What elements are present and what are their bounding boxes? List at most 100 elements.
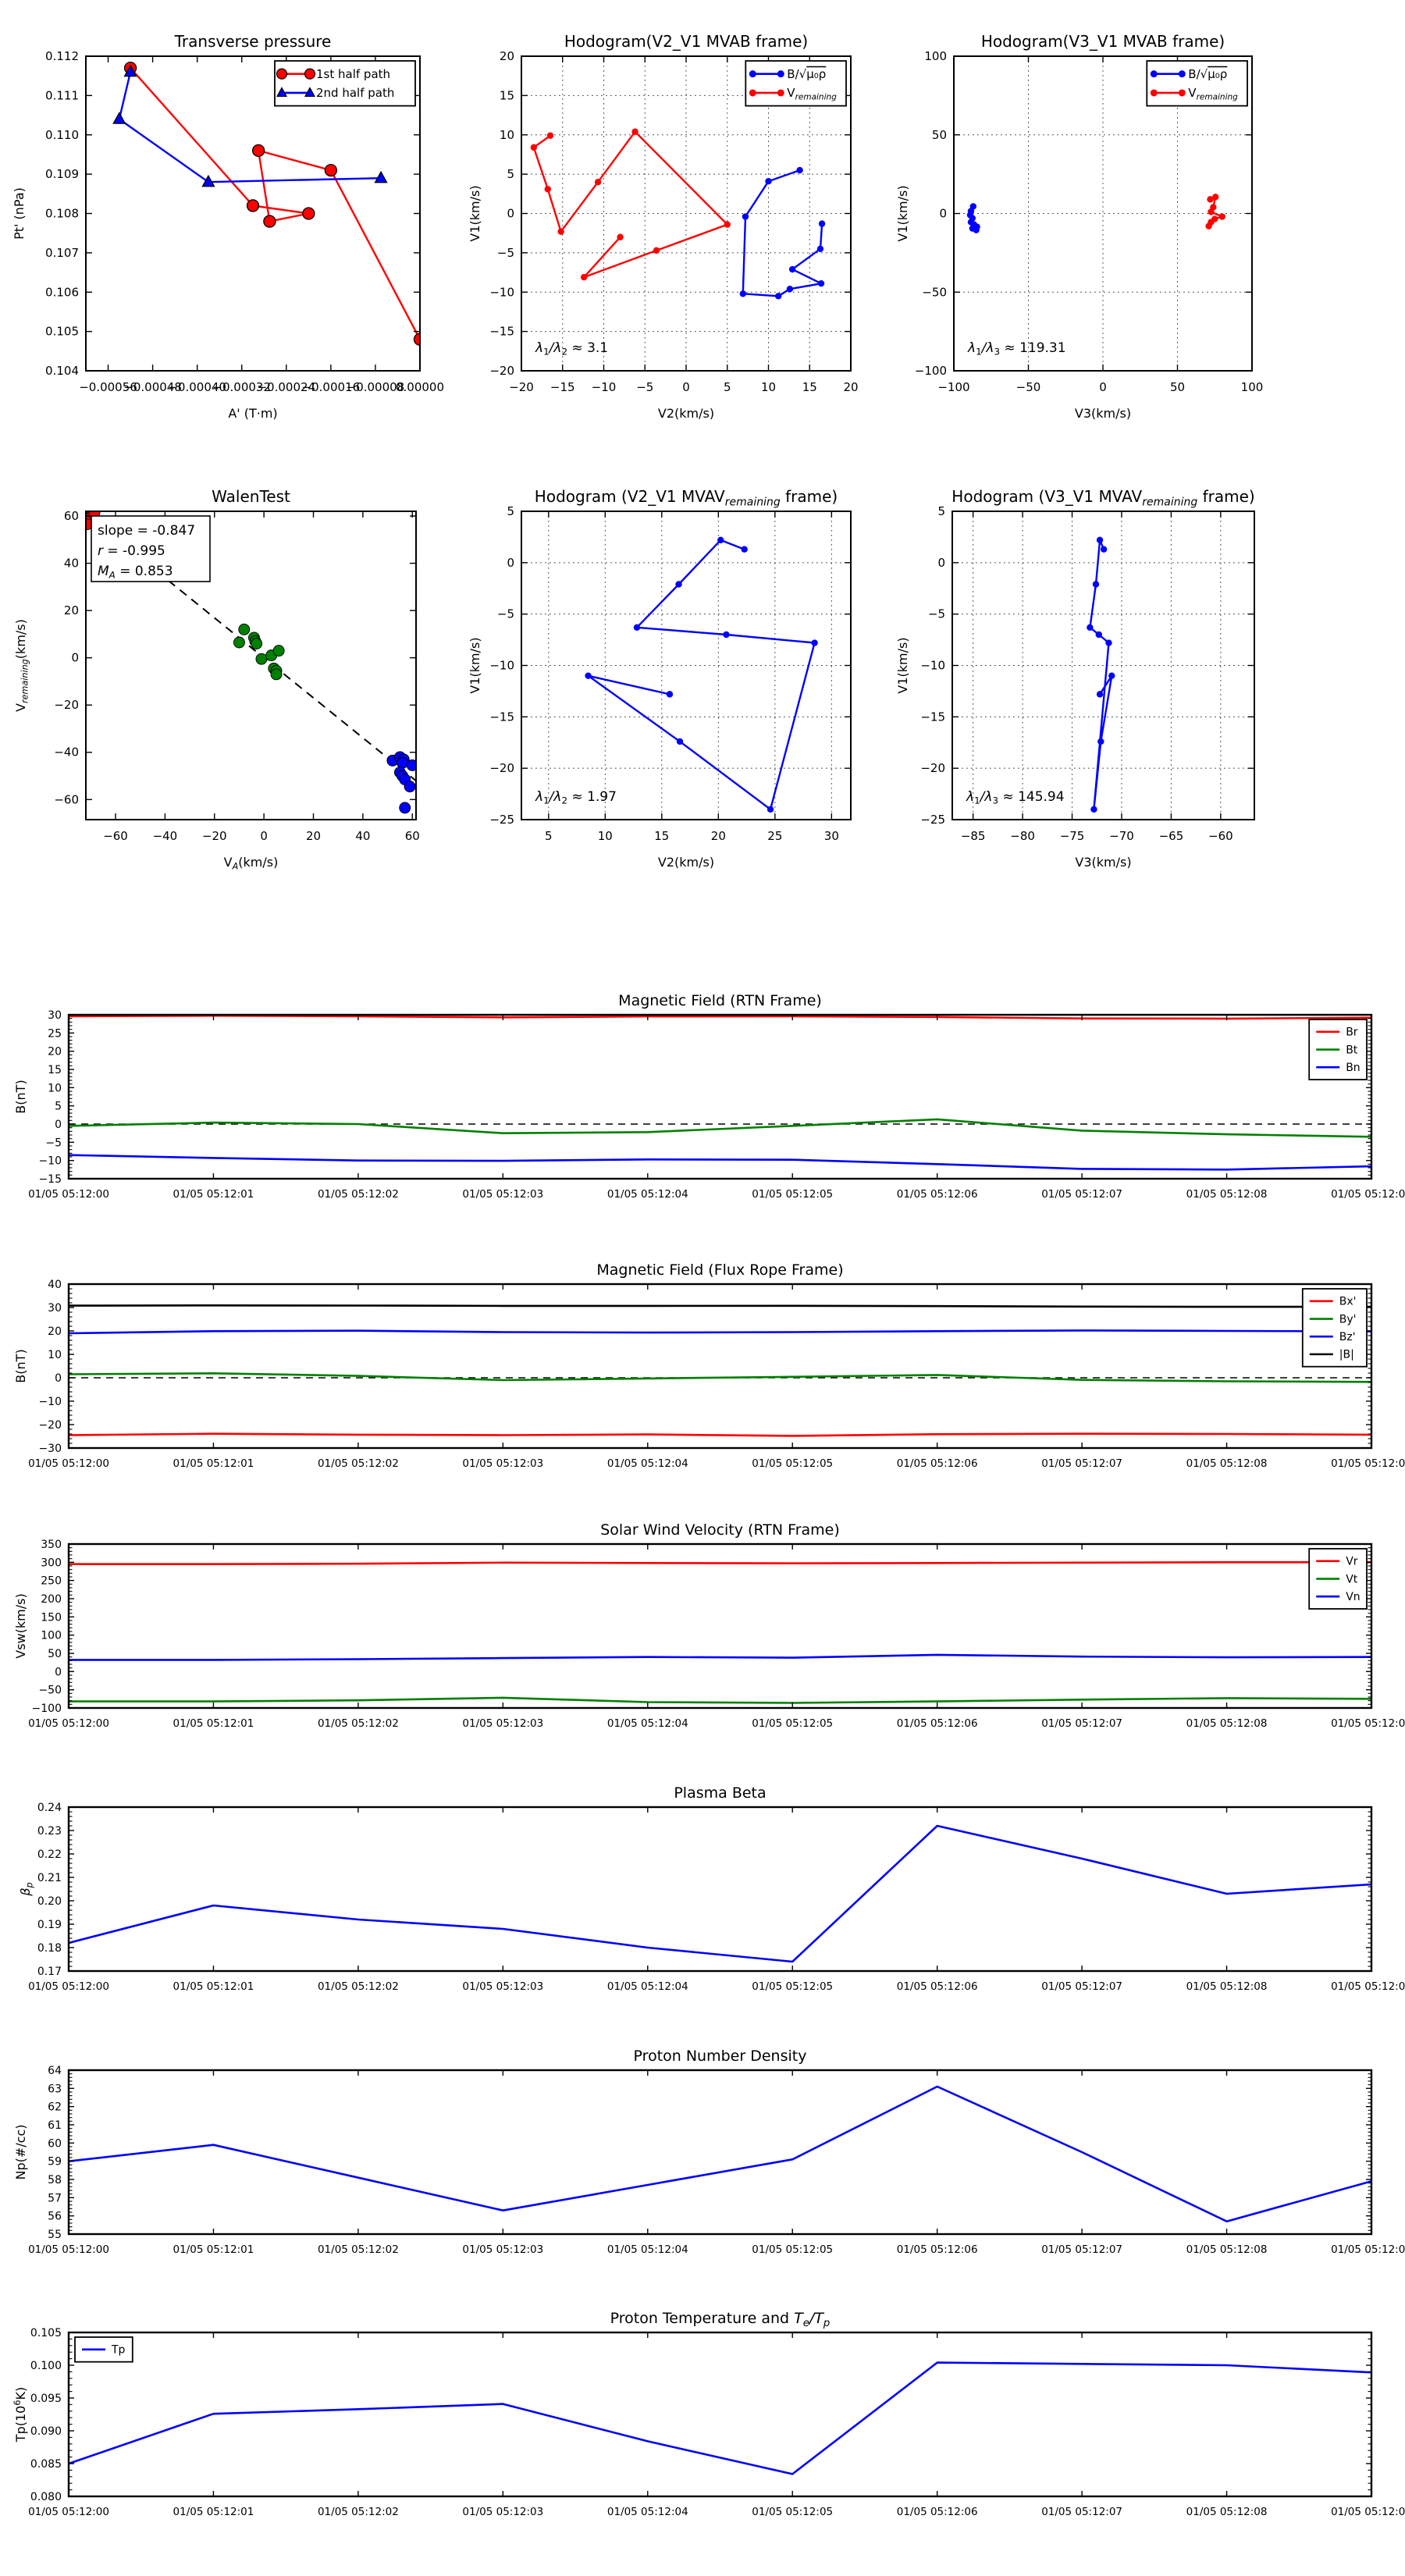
- legend-sample-marker: [276, 68, 288, 80]
- x-tick-label: 01/05 05:12:08: [1186, 2506, 1268, 2518]
- y-tick-label: −100: [915, 364, 947, 378]
- scatter-point: [251, 638, 263, 649]
- y-tick-label: −10: [489, 659, 514, 673]
- y-axis-label: Tp(106K): [12, 2387, 28, 2443]
- series-Br: [69, 1015, 1371, 1020]
- legend-sample-marker: [1150, 70, 1158, 78]
- x-tick-label: 01/05 05:12:00: [28, 1457, 109, 1470]
- chart-title: Magnetic Field (Flux Rope Frame): [596, 1261, 843, 1279]
- x-tick-label: 01/05 05:12:05: [752, 1980, 833, 1993]
- series-B/sqrt(mu0 rho): [742, 169, 823, 297]
- y-axis-label: V1(km/s): [895, 637, 910, 693]
- x-tick-label: 50: [1170, 380, 1185, 394]
- series-beta_p: [69, 1824, 1371, 1963]
- legend-sample-marker: [1178, 89, 1186, 97]
- x-tick-label: 01/05 05:12:07: [1041, 1457, 1122, 1470]
- x-tick-label: 30: [824, 829, 839, 843]
- y-tick-label: 5: [507, 504, 514, 518]
- legend-label: Tp: [111, 2344, 126, 2357]
- data-point: [742, 213, 749, 220]
- x-axis-label: V3(km/s): [1075, 855, 1131, 870]
- chart-title: Hodogram (V3_V1 MVAVremaining frame): [951, 487, 1254, 508]
- y-tick-label: 30: [48, 1302, 62, 1315]
- y-axis-label: βp: [18, 1882, 35, 1896]
- data-point: [530, 144, 538, 151]
- data-point: [112, 112, 126, 124]
- y-tick-label: −50: [922, 285, 947, 299]
- y-tick-label: −40: [54, 745, 79, 760]
- axes-frame: [67, 1013, 1373, 1180]
- y-tick-label: −15: [489, 710, 514, 724]
- data-point: [324, 163, 338, 177]
- x-tick-label: 01/05 05:12:06: [897, 1980, 978, 1993]
- axes-frame: [67, 1806, 1373, 1973]
- data-area: [112, 61, 420, 346]
- axes-frame: [85, 511, 417, 820]
- data-point: [765, 177, 772, 185]
- y-tick-label: 5: [507, 167, 514, 181]
- legend: Bx' By' Bz' |B|: [1301, 1288, 1368, 1368]
- y-tick-label: −100: [32, 1703, 62, 1715]
- y-tick-label: −20: [489, 761, 514, 775]
- y-tick-label: 59: [48, 2156, 62, 2169]
- legend-label: Vn: [1346, 1591, 1360, 1603]
- x-tick-label: 01/05 05:12:08: [1186, 1188, 1268, 1201]
- y-tick-label: 300: [41, 1557, 62, 1569]
- x-tick-label: 01/05 05:12:06: [897, 2506, 978, 2518]
- panel-mag_fr: 01/05 05:12:00 01/05 05:12:01 01/05 05:12:…: [13, 1261, 1405, 1470]
- legend-label: 2nd half path: [316, 86, 394, 100]
- y-tick-label: 50: [48, 1648, 62, 1660]
- panel-proton_density: 01/05 05:12:00 01/05 05:12:01 01/05 05:12:…: [13, 2048, 1405, 2256]
- data-point: [123, 64, 137, 77]
- x-tick-label: −85: [961, 829, 986, 843]
- x-axis-label: V3(km/s): [1075, 406, 1131, 421]
- data-point: [585, 672, 592, 679]
- x-tick-label: 01/05 05:12:02: [318, 1717, 399, 1730]
- x-tick-label: 01/05 05:12:09: [1331, 2243, 1405, 2256]
- data-point: [201, 174, 215, 187]
- y-tick-label: 0: [937, 556, 945, 570]
- legend-sample-marker: [1178, 70, 1186, 78]
- y-tick-label: 0.085: [30, 2458, 62, 2471]
- data-area: [69, 1304, 1371, 1437]
- legend-label: Vremaining: [1188, 86, 1238, 101]
- x-tick-label: 01/05 05:12:05: [752, 1717, 833, 1730]
- series-2nd half path: [118, 70, 382, 183]
- x-tick-label: 01/05 05:12:06: [897, 1188, 978, 1201]
- data-point: [251, 144, 265, 158]
- legend-sample-marker: [304, 68, 316, 80]
- y-tick-label: 15: [500, 88, 514, 102]
- data-area: [69, 2085, 1371, 2222]
- data-point: [973, 223, 980, 230]
- y-tick-label: −20: [38, 1419, 62, 1432]
- panel-vsw_rtn: 01/05 05:12:00 01/05 05:12:01 01/05 05:12:…: [13, 1521, 1405, 1730]
- y-tick-label: 0.17: [37, 1966, 62, 1978]
- y-tick-label: 0.095: [30, 2393, 62, 2405]
- data-point: [676, 738, 684, 745]
- x-tick-label: −60: [103, 829, 128, 843]
- x-tick-label: 01/05 05:12:06: [897, 2243, 978, 2256]
- chart-title: Magnetic Field (RTN Frame): [618, 992, 822, 1009]
- chart-title: Proton Number Density: [634, 2048, 807, 2065]
- data-point: [796, 166, 803, 174]
- y-tick-label: −5: [497, 607, 514, 621]
- y-tick-label: 0: [55, 1119, 62, 1131]
- legend-box: [274, 60, 416, 107]
- x-tick-label: −0.00024: [257, 380, 315, 394]
- legend-sample-marker: [276, 87, 288, 98]
- x-tick-label: −40: [153, 829, 178, 843]
- stats-line: MA = 0.853: [98, 564, 173, 581]
- lambda-ratio-annotation: λ1/λ3 ≈ 145.94: [966, 789, 1065, 806]
- data-point: [1096, 691, 1104, 698]
- legend-label: Bn: [1346, 1062, 1360, 1074]
- legend-box: [745, 60, 847, 107]
- x-tick-label: −10: [592, 380, 617, 394]
- legend: 1st half path 2nd half path: [274, 60, 416, 107]
- y-tick-label: 10: [48, 1349, 62, 1361]
- series-By': [69, 1372, 1371, 1383]
- x-tick-label: −0.00032: [212, 380, 271, 394]
- data-point: [723, 631, 730, 639]
- y-tick-label: −10: [489, 285, 514, 299]
- data-point: [263, 215, 276, 228]
- data-point: [617, 233, 624, 240]
